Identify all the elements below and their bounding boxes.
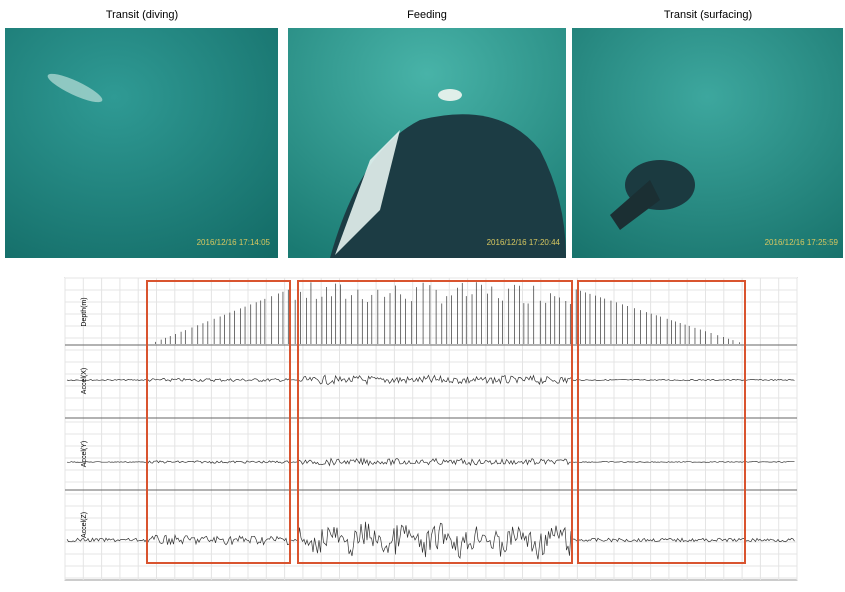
- photo: 2016/12/16 17:14:05: [5, 28, 278, 258]
- panel-label: Accel(Y): [81, 441, 88, 467]
- photo-timestamp: 2016/12/16 17:14:05: [197, 238, 271, 247]
- photo: 2016/12/16 17:20:44: [288, 28, 566, 259]
- highlight-box: [297, 280, 573, 564]
- photo-timestamp: 2016/12/16 17:20:44: [487, 238, 561, 247]
- photo: 2016/12/16 17:25:59: [572, 28, 843, 258]
- panel-label: Accel(X): [81, 368, 88, 394]
- panel-label: Accel(Z): [81, 512, 88, 538]
- highlight-box: [577, 280, 746, 564]
- panel-label: Depth(m): [81, 297, 88, 326]
- highlight-box: [146, 280, 291, 564]
- trace-line: [66, 374, 795, 386]
- photo-label: Transit (diving): [106, 9, 178, 21]
- trace-line: [66, 521, 795, 560]
- traces: [66, 282, 795, 560]
- photo-label: Transit (surfacing): [664, 9, 752, 21]
- trace-line: [66, 457, 795, 467]
- photo-timestamp: 2016/12/16 17:25:59: [765, 238, 839, 247]
- photo-label: Feeding: [407, 9, 447, 21]
